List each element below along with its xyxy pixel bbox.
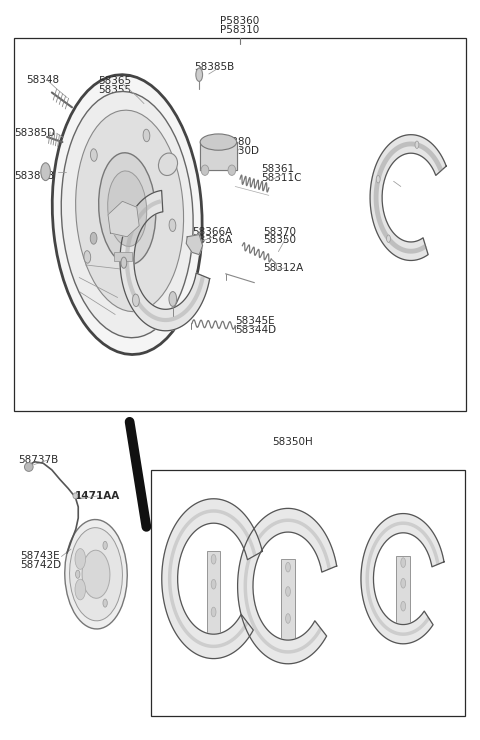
Ellipse shape: [103, 599, 108, 607]
Ellipse shape: [103, 542, 108, 550]
Text: P58310: P58310: [220, 24, 260, 35]
Text: 58311C: 58311C: [262, 172, 302, 183]
Polygon shape: [186, 235, 203, 255]
Ellipse shape: [76, 570, 80, 579]
Ellipse shape: [65, 519, 127, 629]
Ellipse shape: [286, 562, 290, 572]
Ellipse shape: [73, 493, 78, 499]
Ellipse shape: [286, 613, 290, 623]
Ellipse shape: [211, 554, 216, 564]
Ellipse shape: [41, 163, 50, 181]
Bar: [151, 470, 465, 716]
Text: 58348: 58348: [26, 75, 60, 85]
Text: 58385B: 58385B: [194, 61, 235, 72]
Ellipse shape: [401, 602, 406, 611]
Ellipse shape: [75, 548, 85, 569]
Ellipse shape: [401, 579, 406, 588]
Polygon shape: [361, 514, 444, 644]
Bar: [396, 556, 410, 631]
Ellipse shape: [90, 232, 97, 244]
Ellipse shape: [211, 607, 216, 617]
Bar: [207, 551, 220, 642]
Bar: [114, 252, 132, 261]
Text: 58330D: 58330D: [218, 146, 259, 156]
Ellipse shape: [90, 149, 97, 161]
Polygon shape: [120, 190, 210, 331]
Ellipse shape: [84, 251, 91, 263]
Text: 58361: 58361: [262, 164, 295, 174]
Text: 58322B: 58322B: [144, 309, 184, 320]
Polygon shape: [370, 135, 446, 260]
Ellipse shape: [121, 257, 127, 268]
Ellipse shape: [24, 462, 33, 471]
Text: 58743E: 58743E: [20, 551, 60, 562]
Ellipse shape: [143, 130, 150, 142]
Ellipse shape: [386, 235, 390, 243]
Text: 58737B: 58737B: [18, 455, 59, 465]
Ellipse shape: [228, 165, 236, 175]
Text: 58344D: 58344D: [235, 325, 276, 335]
Text: 58312A: 58312A: [263, 263, 303, 273]
Ellipse shape: [70, 528, 122, 621]
Text: 58370: 58370: [263, 226, 296, 237]
Ellipse shape: [211, 579, 216, 589]
Ellipse shape: [75, 579, 85, 600]
Text: 58366A: 58366A: [192, 226, 232, 237]
Ellipse shape: [158, 153, 178, 175]
Polygon shape: [162, 499, 262, 659]
Ellipse shape: [169, 219, 176, 232]
Ellipse shape: [82, 551, 110, 598]
Ellipse shape: [196, 68, 203, 81]
Ellipse shape: [169, 292, 177, 306]
Text: 58350H: 58350H: [273, 437, 313, 447]
Ellipse shape: [52, 75, 202, 354]
Polygon shape: [108, 201, 139, 237]
Bar: [281, 559, 295, 648]
Ellipse shape: [415, 141, 419, 149]
Text: P58360: P58360: [220, 16, 260, 26]
Ellipse shape: [401, 558, 406, 568]
Text: 1471AA: 1471AA: [74, 491, 120, 501]
Ellipse shape: [76, 110, 183, 312]
Ellipse shape: [132, 294, 139, 306]
Text: 58385D: 58385D: [14, 128, 56, 138]
Ellipse shape: [108, 171, 147, 246]
Text: 58355: 58355: [98, 85, 132, 95]
Polygon shape: [200, 142, 237, 170]
Text: 58345E: 58345E: [235, 316, 275, 326]
Text: 58356A: 58356A: [192, 235, 232, 246]
Ellipse shape: [200, 134, 237, 150]
Ellipse shape: [99, 152, 156, 265]
Ellipse shape: [201, 165, 209, 175]
Bar: [14, 38, 466, 411]
Text: 58350: 58350: [263, 235, 296, 246]
Text: 58386B: 58386B: [14, 171, 55, 181]
Ellipse shape: [286, 587, 290, 596]
Ellipse shape: [376, 175, 380, 183]
Text: 58365: 58365: [98, 76, 132, 87]
Polygon shape: [238, 508, 336, 664]
Ellipse shape: [61, 92, 193, 337]
Text: 58742D: 58742D: [20, 560, 61, 571]
Text: 58380: 58380: [218, 137, 252, 147]
